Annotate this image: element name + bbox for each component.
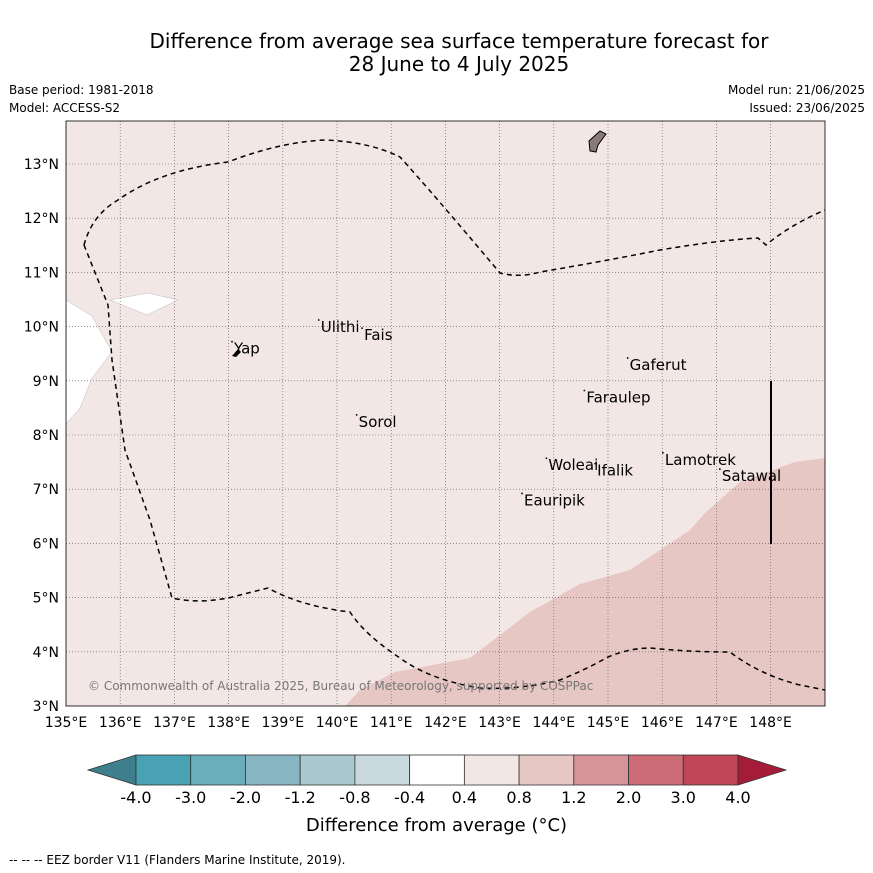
colorbar-swatch bbox=[135, 754, 192, 786]
colorbar-swatch bbox=[409, 754, 465, 786]
atoll-marker bbox=[626, 357, 629, 359]
eez-border bbox=[83, 139, 825, 691]
model-run: Model run: 21/06/2025 bbox=[727, 83, 865, 97]
atoll-marker bbox=[231, 340, 233, 343]
copyright-notice: © Commonwealth of Australia 2025, Bureau… bbox=[88, 679, 593, 693]
chart-title-line2: 28 June to 4 July 2025 bbox=[348, 52, 570, 76]
colorbar-tick-label: 0.4 bbox=[451, 788, 478, 807]
chart-title-line1: Difference from average sea surface temp… bbox=[149, 29, 769, 53]
map-frame bbox=[65, 120, 826, 707]
colorbar-tick-label: 2.0 bbox=[615, 788, 642, 807]
colorbar-tick-label: 4.0 bbox=[725, 788, 751, 807]
colorbar-tick-label: -0.8 bbox=[339, 788, 371, 807]
colorbar-tick-label: -2.0 bbox=[229, 788, 262, 807]
place-label: Lamotrek bbox=[665, 451, 736, 469]
lon-tick-label: 139°E bbox=[262, 715, 305, 731]
place-label: Sorol bbox=[359, 413, 397, 431]
place-label: Eauripik bbox=[524, 491, 585, 509]
atoll-marker bbox=[521, 492, 523, 495]
lat-tick-label: 5°N bbox=[33, 591, 59, 607]
yap-island bbox=[232, 349, 241, 357]
colorbar-swatch bbox=[518, 754, 575, 786]
lat-tick-label: 4°N bbox=[33, 645, 59, 661]
atoll-marker bbox=[718, 468, 721, 470]
lat-tick-label: 7°N bbox=[33, 482, 59, 498]
lon-tick-label: 143°E bbox=[478, 715, 521, 731]
lon-tick-label: 144°E bbox=[533, 715, 576, 731]
colorbar-swatch bbox=[463, 754, 520, 786]
lon-tick-label: 140°E bbox=[316, 715, 359, 731]
atoll-marker bbox=[317, 319, 320, 321]
colorbar-tick-label: 1.2 bbox=[561, 788, 587, 807]
atoll-marker bbox=[662, 451, 664, 454]
lon-tick-label: 141°E bbox=[370, 715, 413, 731]
lon-tick-label: 147°E bbox=[695, 715, 738, 731]
colorbar-swatch bbox=[628, 754, 684, 786]
lat-tick-label: 9°N bbox=[33, 374, 59, 390]
place-label: Ifalik bbox=[597, 462, 633, 480]
colorbar-title: Difference from average (°C) bbox=[305, 815, 568, 836]
lat-tick-label: 13°N bbox=[24, 157, 59, 173]
atoll-marker bbox=[545, 457, 548, 460]
near-normal-patch-west bbox=[66, 299, 113, 425]
near-normal-patch-north bbox=[109, 292, 179, 316]
eez-footnote: -- -- -- EEZ border V11 (Flanders Marine… bbox=[9, 853, 346, 867]
lat-tick-label: 3°N bbox=[33, 699, 59, 715]
graticule bbox=[66, 121, 825, 706]
lat-tick-label: 12°N bbox=[24, 211, 59, 227]
model-name: Model: ACCESS-S2 bbox=[9, 101, 121, 115]
atoll-marker bbox=[355, 413, 358, 416]
colorbar-swatch bbox=[245, 754, 301, 786]
colorbar-swatch bbox=[573, 754, 629, 786]
atoll-marker bbox=[361, 327, 363, 330]
colorbar-swatch bbox=[299, 754, 356, 786]
guam-island bbox=[588, 130, 607, 153]
lon-tick-label: 148°E bbox=[749, 715, 792, 731]
lat-tick-label: 6°N bbox=[33, 536, 59, 552]
lat-tick-label: 11°N bbox=[24, 265, 59, 281]
axis-ticks: 135°E 136°E 137°E 138°E 139°E 140°E 141°E 142°E… bbox=[24, 157, 792, 731]
place-label: Gaferut bbox=[630, 356, 687, 374]
colorbar-extend-high bbox=[737, 754, 788, 786]
colorbar-swatch bbox=[190, 754, 246, 786]
lat-tick-label: 8°N bbox=[33, 428, 59, 444]
atoll-marker bbox=[583, 389, 586, 392]
place-label: Woleai bbox=[548, 456, 598, 474]
colorbar-tick-label: -0.4 bbox=[394, 788, 426, 807]
place-label: Faraulep bbox=[586, 388, 650, 406]
lon-tick-label: 145°E bbox=[587, 715, 630, 731]
colorbar-tick-label: -4.0 bbox=[120, 788, 152, 807]
place-label: Satawal bbox=[722, 467, 781, 485]
colorbar-tick-label: -1.2 bbox=[284, 788, 316, 807]
anomaly-region-high bbox=[345, 458, 825, 706]
lon-tick-label: 142°E bbox=[424, 715, 467, 731]
place-label: Yap bbox=[233, 340, 260, 358]
place-label: Ulithi bbox=[321, 318, 360, 336]
base-period: Base period: 1981-2018 bbox=[9, 83, 154, 97]
lon-tick-label: 135°E bbox=[45, 715, 88, 731]
lon-tick-label: 146°E bbox=[641, 715, 684, 731]
lon-tick-label: 137°E bbox=[153, 715, 196, 731]
atoll-marker bbox=[594, 462, 597, 465]
colorbar bbox=[86, 754, 788, 786]
colorbar-tick-label: 0.8 bbox=[506, 788, 532, 807]
colorbar-tick-label: -3.0 bbox=[175, 788, 207, 807]
colorbar-tick-label: 3.0 bbox=[670, 788, 696, 807]
colorbar-extend-low bbox=[86, 754, 137, 786]
lon-tick-label: 138°E bbox=[207, 715, 250, 731]
colorbar-swatch bbox=[682, 754, 739, 786]
lon-tick-label: 136°E bbox=[99, 715, 142, 731]
colorbar-swatch bbox=[354, 754, 411, 786]
issued-date: Issued: 23/06/2025 bbox=[749, 101, 865, 115]
place-labels: Ulithi Fais Yap Gaferut Faraulep Sorol Lamotre… bbox=[231, 318, 781, 509]
place-label: Fais bbox=[364, 326, 393, 344]
lat-tick-label: 10°N bbox=[24, 320, 59, 336]
